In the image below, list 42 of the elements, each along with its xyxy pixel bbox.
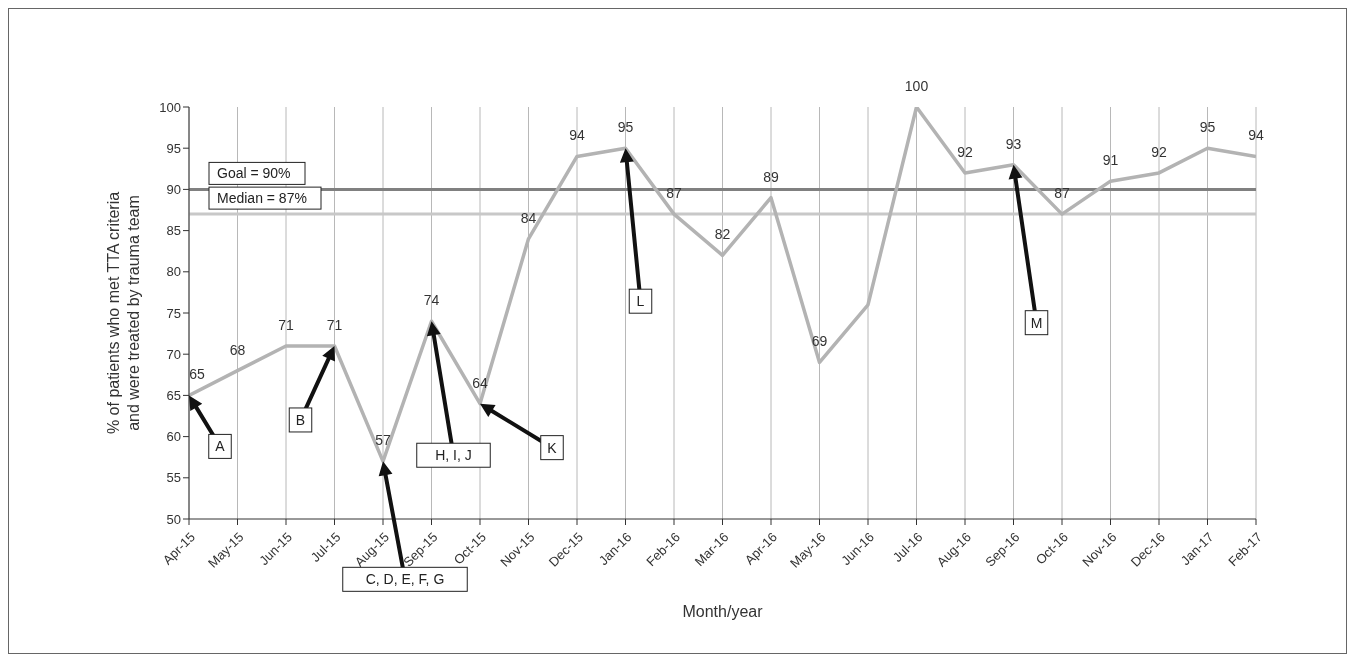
x-axis-title: Month/year xyxy=(682,603,764,620)
data-label: 92 xyxy=(957,143,973,160)
data-label: 91 xyxy=(1102,152,1119,169)
data-label: 92 xyxy=(1151,143,1167,160)
data-label: 74 xyxy=(423,292,440,309)
y-tick-label: 100 xyxy=(159,99,181,115)
y-tick-label: 95 xyxy=(166,140,181,156)
y-tick-label: 55 xyxy=(166,470,181,486)
annotation: K xyxy=(547,439,558,456)
data-label: 71 xyxy=(278,316,294,333)
ref-line-label: Goal = 90% xyxy=(217,165,291,182)
data-label: 82 xyxy=(714,226,731,243)
data-label: 94 xyxy=(569,127,585,144)
data-label: 71 xyxy=(326,316,343,333)
y-tick-label: 85 xyxy=(166,223,181,239)
annotation: M xyxy=(1030,314,1043,331)
y-tick-label: 70 xyxy=(166,346,181,362)
annotation: H, I, J xyxy=(435,447,472,464)
annotation: A xyxy=(215,438,226,455)
data-label: 95 xyxy=(1199,119,1216,136)
y-tick-label: 75 xyxy=(166,305,181,321)
data-label: 84 xyxy=(520,209,537,226)
annotation: B xyxy=(295,411,306,428)
y-tick-label: 90 xyxy=(166,182,181,198)
annotation: L xyxy=(636,293,645,310)
y-tick-label: 65 xyxy=(166,388,181,404)
data-label: 64 xyxy=(472,374,488,391)
y-tick-label: 60 xyxy=(166,429,181,445)
data-label: 57 xyxy=(375,432,391,449)
data-label: 68 xyxy=(229,341,246,358)
ref-line-label: Median = 87% xyxy=(217,190,307,207)
text: C, D, E, F, G xyxy=(365,571,445,588)
data-label: 100 xyxy=(904,78,929,94)
data-label: 94 xyxy=(1248,127,1264,144)
data-label: 65 xyxy=(189,366,205,383)
y-tick-label: 50 xyxy=(166,511,181,527)
data-label: 69 xyxy=(811,333,828,350)
data-label: 95 xyxy=(617,119,634,136)
y-axis-title: % of patients who met TTA criteria and were treated by trauma team xyxy=(105,191,142,435)
y-tick-label: 80 xyxy=(166,264,181,280)
data-label: 89 xyxy=(763,168,779,185)
data-label: 93 xyxy=(1005,135,1022,152)
